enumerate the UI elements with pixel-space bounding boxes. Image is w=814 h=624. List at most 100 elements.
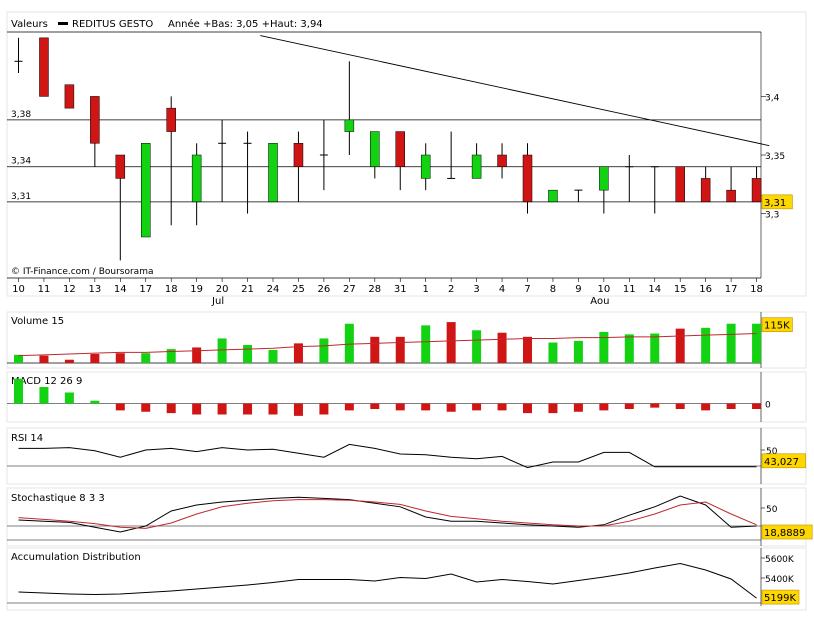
price-last-value-bg [761, 194, 793, 210]
macd-bar-29 [752, 403, 762, 409]
ticker-name: REDITUS GESTO [72, 19, 153, 30]
macd-bar-10 [268, 403, 278, 415]
macd-bar-24 [624, 403, 634, 409]
stoch-last-value-bg [761, 524, 813, 540]
macd-bar-6 [166, 403, 176, 414]
volume-bar-0 [14, 354, 23, 363]
candle-body-7 [191, 154, 202, 203]
volume-bar-23 [599, 331, 609, 363]
macd-chart-group: 0 [7, 372, 771, 422]
volume-panel-frame [6, 311, 807, 369]
macd-bar-13 [344, 403, 354, 411]
macd-bar-0 [14, 378, 23, 404]
candle-body-11 [293, 143, 304, 167]
candle-body-18 [471, 154, 482, 179]
volume-bar-9 [243, 345, 253, 363]
candle-body-27 [700, 178, 711, 203]
volume-bar-21 [548, 342, 558, 363]
volume-bar-4 [115, 353, 125, 363]
macd-bar-12 [319, 403, 329, 415]
price-left-label-1: 3,34 [11, 157, 31, 167]
macd-bar-21 [548, 403, 558, 414]
rsi-tick-label-0: 50 [766, 447, 778, 457]
price-chart-group: 3,38 3,34 3,31 3,4 3,35 3,3 3,31 [7, 31, 793, 261]
macd-bar-16 [421, 403, 431, 411]
x-label-0: 10 [12, 284, 25, 295]
x-label-14: 28 [368, 284, 381, 295]
candle-body-3 [90, 96, 100, 144]
x-label-26: 15 [674, 284, 687, 295]
macd-bar-23 [599, 403, 609, 411]
volume-bar-11 [293, 343, 303, 363]
candle-body-14 [370, 131, 380, 167]
candle-body-10 [268, 143, 278, 203]
macd-title: MACD 12 26 9 [11, 376, 82, 387]
rsi-line [18, 443, 757, 469]
macd-bar-9 [243, 403, 253, 415]
candle-body-4 [115, 154, 126, 179]
accdist-last-value: 5199K [764, 593, 796, 604]
price-right-label-0: 3,4 [765, 93, 780, 103]
x-label-25: 14 [648, 284, 661, 295]
macd-bar-26 [675, 403, 685, 409]
x-label-24: 11 [623, 284, 636, 295]
stochastic-title: Stochastique 8 3 3 [11, 493, 105, 504]
candle-body-21 [548, 189, 558, 203]
accdist-line [18, 562, 757, 599]
x-label-21: 8 [550, 284, 556, 295]
macd-bar-5 [141, 403, 151, 412]
candle-body-29 [751, 178, 762, 203]
price-panel-frame [6, 11, 807, 297]
price-trendline [260, 35, 770, 147]
price-right-label-1: 3,35 [765, 152, 785, 162]
x-label-3: 13 [88, 284, 101, 295]
candle-body-13 [344, 119, 355, 132]
macd-zero-label: 0 [765, 401, 771, 411]
x-label-7: 19 [190, 284, 203, 295]
volume-bar-24 [624, 334, 634, 363]
macd-bar-3 [90, 400, 100, 404]
candle-body-26 [675, 166, 685, 203]
x-label-27: 16 [699, 284, 712, 295]
macd-bar-18 [472, 403, 482, 411]
candle-body-6 [166, 107, 176, 132]
macd-bar-8 [217, 403, 227, 415]
x-label-15: 31 [394, 284, 407, 295]
stoch-tick-label-0: 50 [766, 505, 778, 515]
candle-body-20 [522, 154, 533, 203]
x-label-10: 24 [267, 284, 280, 295]
macd-bar-4 [115, 403, 125, 411]
price-left-label-2: 3,31 [11, 192, 31, 202]
volume-bar-20 [523, 336, 532, 363]
price-left-label-0: 3,38 [11, 110, 31, 120]
candle-body-1 [39, 37, 49, 97]
x-label-22: 9 [575, 284, 581, 295]
x-axis-group: 10 11 12 13 14 17 18 19 20 21 24 25 26 27 28 31 1 2 3 4 7 8 9 1… [7, 277, 763, 307]
month-label-1: Aou [590, 296, 609, 307]
volume-bar-29 [752, 323, 762, 363]
x-label-9: 21 [241, 284, 254, 295]
volume-last-value-bg [761, 317, 793, 333]
x-label-13: 27 [343, 284, 356, 295]
volume-bar-28 [726, 323, 736, 363]
accdist-panel-frame [6, 547, 807, 611]
candle-body-2 [64, 84, 75, 109]
candle-body-19 [497, 154, 507, 167]
x-label-20: 7 [524, 284, 530, 295]
x-label-8: 20 [216, 284, 229, 295]
macd-bar-17 [446, 403, 456, 412]
macd-bar-11 [293, 403, 303, 416]
macd-bar-7 [192, 403, 202, 415]
macd-bar-20 [523, 403, 532, 414]
macd-bar-19 [497, 403, 507, 411]
x-label-28: 17 [725, 284, 738, 295]
macd-bar-28 [726, 403, 736, 409]
price-right-label-2: 3,3 [765, 211, 779, 221]
macd-panel-frame [6, 371, 807, 423]
candle-body-16 [420, 154, 431, 179]
stoch-line-1 [18, 499, 757, 529]
price-last-value: 3,31 [764, 198, 786, 209]
x-label-18: 3 [473, 284, 479, 295]
